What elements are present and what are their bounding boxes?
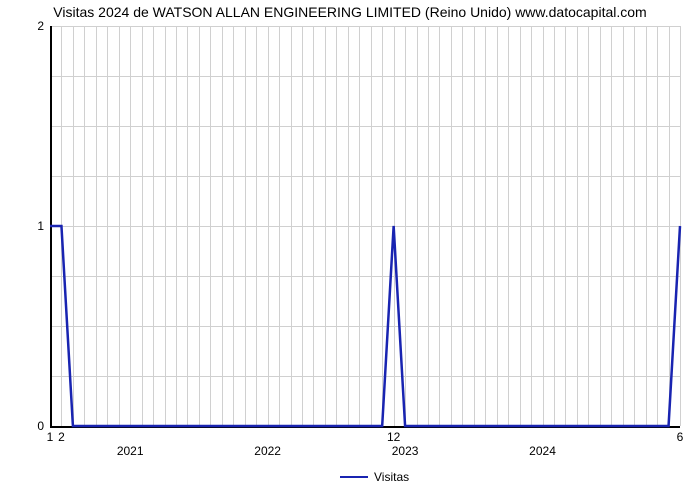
xtick-extra-label: 12 [387,430,400,444]
xtick-label: 2021 [117,444,144,458]
gridline-v [680,26,681,426]
ytick-label: 0 [37,419,44,433]
xtick-extra-label: 1 [47,430,54,444]
xtick-extra-label: 6 [677,430,684,444]
chart-title: Visitas 2024 de WATSON ALLAN ENGINEERING… [0,0,700,20]
visits-chart: Visitas 2024 de WATSON ALLAN ENGINEERING… [0,0,700,500]
xtick-label: 2024 [529,444,556,458]
xtick-label: 2023 [392,444,419,458]
legend-label: Visitas [374,470,409,484]
series-line [50,26,680,426]
ytick-label: 2 [37,19,44,33]
legend: Visitas [340,470,409,484]
plot-area [50,26,680,426]
ytick-label: 1 [37,219,44,233]
xtick-extra-label: 2 [58,430,65,444]
legend-swatch [340,476,368,479]
xtick-label: 2022 [254,444,281,458]
